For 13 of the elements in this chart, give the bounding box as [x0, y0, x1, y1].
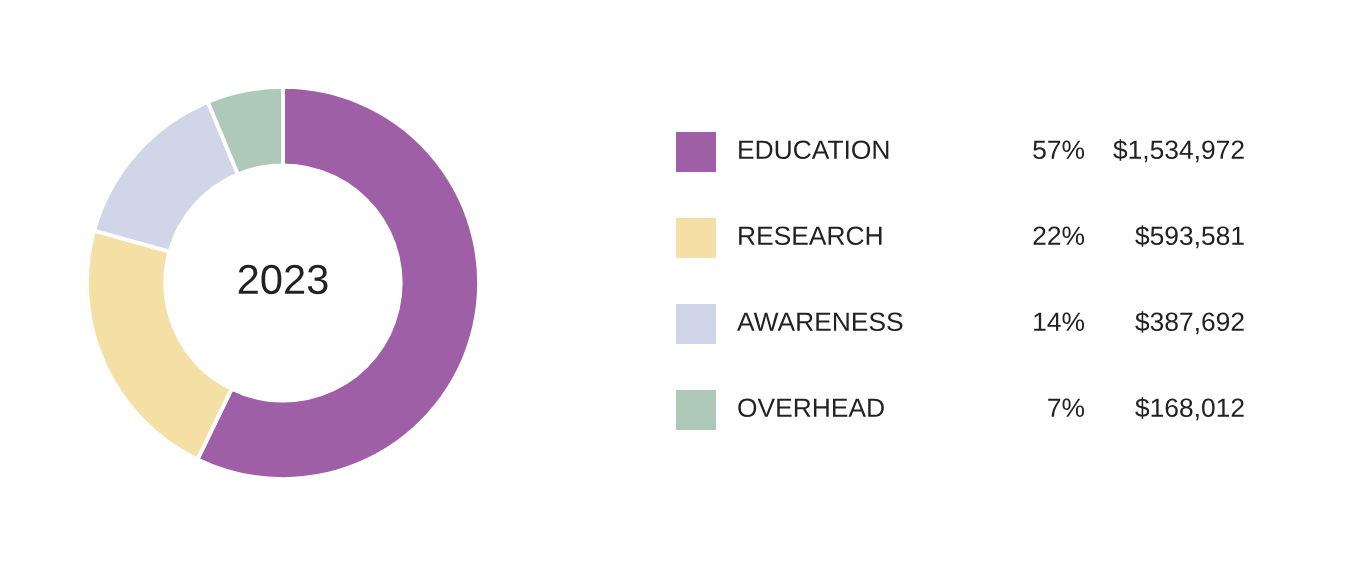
legend-label: EDUCATION — [739, 140, 889, 160]
data-label: $168,012 — [1135, 397, 1244, 421]
text: 22% — [1033, 226, 1085, 245]
text: 14% — [1034, 312, 1085, 331]
legend-label: AWARENESS — [737, 312, 903, 332]
text: 57% — [1033, 140, 1085, 160]
data-label: $1,534,972 — [1113, 139, 1244, 163]
legend-label: RESEARCH — [739, 226, 882, 246]
text: 7% — [1048, 398, 1085, 417]
data-label: $593,581 — [1135, 225, 1244, 249]
text: 2023 — [238, 264, 328, 295]
data-label: $387,692 — [1135, 311, 1244, 335]
legend-label: OVERHEAD — [738, 398, 884, 418]
